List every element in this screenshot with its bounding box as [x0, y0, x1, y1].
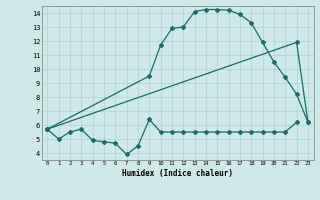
X-axis label: Humidex (Indice chaleur): Humidex (Indice chaleur)	[122, 169, 233, 178]
